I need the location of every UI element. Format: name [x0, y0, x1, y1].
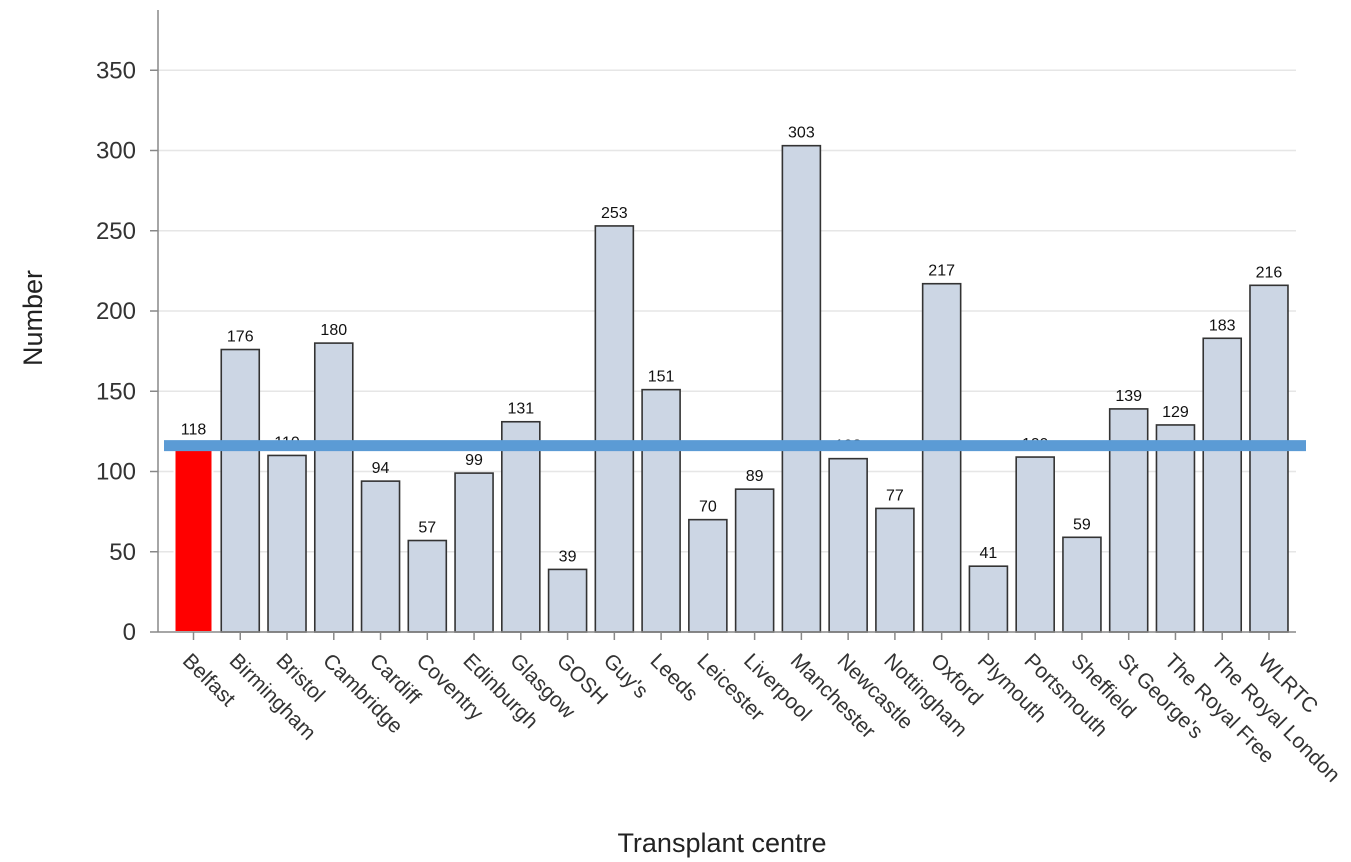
bar [828, 457, 868, 633]
bar [875, 507, 915, 633]
bar [734, 488, 775, 633]
value-label: 118 [181, 422, 207, 439]
y-tick-label: 300 [96, 138, 136, 165]
bar [360, 480, 401, 633]
axes: 050100150200250300350BelfastBirminghamBr… [96, 10, 1344, 787]
value-label: 131 [507, 401, 534, 418]
value-label: 217 [928, 263, 955, 280]
value-label: 89 [746, 468, 764, 485]
category-label: Leeds [646, 649, 703, 706]
value-label: 94 [372, 460, 390, 477]
value-label: 70 [699, 499, 717, 516]
bar [641, 388, 681, 633]
bar [407, 539, 448, 633]
bar [1249, 284, 1289, 633]
value-label: 151 [648, 369, 675, 386]
value-label: 139 [1115, 388, 1142, 405]
bar [173, 441, 214, 633]
bar [1202, 337, 1243, 633]
value-label: 77 [886, 487, 904, 504]
value-label: 216 [1256, 264, 1283, 281]
bar [921, 282, 962, 633]
value-label: 59 [1073, 516, 1091, 533]
value-label: 41 [980, 545, 998, 562]
bar [1015, 456, 1055, 633]
bar [313, 342, 354, 633]
value-label: 176 [227, 329, 254, 346]
bar [1155, 424, 1196, 633]
bar [454, 472, 494, 633]
bar [267, 454, 307, 633]
y-tick-label: 350 [96, 57, 136, 84]
y-tick-label: 200 [96, 298, 136, 325]
value-label: 57 [418, 520, 436, 537]
value-label: 253 [601, 205, 628, 222]
value-label: 39 [559, 548, 577, 565]
value-label: 303 [788, 125, 815, 142]
bar [1062, 536, 1102, 633]
value-label: 129 [1162, 404, 1189, 421]
y-tick-label: 250 [96, 218, 136, 245]
value-label: 99 [465, 452, 483, 469]
bar [688, 518, 728, 633]
y-tick-label: 100 [96, 459, 136, 486]
bar [781, 144, 822, 633]
y-tick-label: 50 [109, 539, 136, 566]
bar [501, 420, 541, 633]
x-axis-title: Transplant centre [617, 828, 826, 858]
bar [547, 568, 588, 633]
bar [220, 348, 261, 633]
y-axis-title: Number [18, 270, 48, 366]
y-tick-label: 0 [123, 619, 136, 646]
value-label: 183 [1209, 317, 1236, 334]
value-label: 180 [320, 322, 347, 339]
y-tick-label: 150 [96, 378, 136, 405]
bar [594, 225, 635, 633]
bar [968, 565, 1009, 633]
